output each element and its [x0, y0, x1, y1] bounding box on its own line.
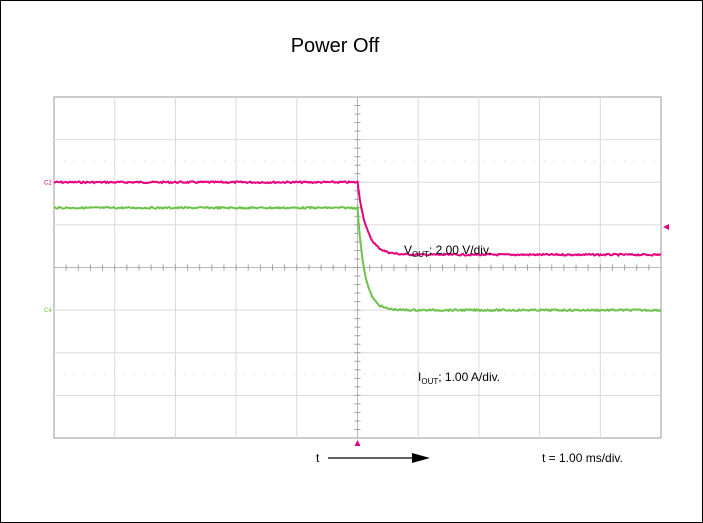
vout-label-sub: OUT: [412, 250, 429, 259]
channel-marker-c2: C2: [44, 180, 52, 186]
vout-label-main: V: [404, 243, 412, 257]
iout-label-sub: OUT: [421, 377, 438, 386]
iout-annotation: IOUT; 1.00 A/div.: [418, 370, 500, 386]
time-arrow-label: t: [316, 451, 320, 465]
trace-vout: [53, 180, 662, 258]
time-arrow-head: [412, 453, 430, 463]
iout-label-rest: ; 1.00 A/div.: [438, 370, 500, 384]
chart-title: Power Off: [291, 35, 380, 57]
grid: [53, 96, 662, 439]
channel-marker-c4: C4: [44, 308, 52, 314]
trace-iout: [53, 204, 662, 313]
traces: [53, 180, 662, 313]
trigger-level-marker: [663, 224, 669, 231]
markers: C2 C4: [44, 180, 669, 446]
iout-label-main: I: [418, 370, 421, 384]
trigger-position-marker: [354, 440, 361, 446]
vout-label-rest: ; 2.00 V/div.: [429, 243, 491, 257]
vout-annotation: VOUT; 2.00 V/div.: [404, 243, 491, 259]
time-scale-label: t = 1.00 ms/div.: [542, 451, 623, 465]
